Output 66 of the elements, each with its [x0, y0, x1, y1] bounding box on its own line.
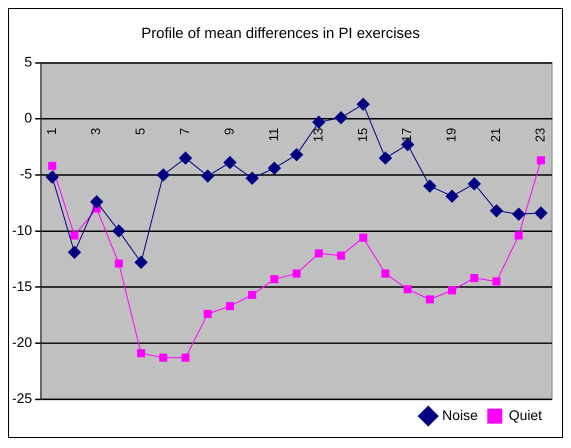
- point: [246, 172, 259, 185]
- point: [114, 259, 123, 268]
- x-tick-label: 15: [354, 128, 370, 142]
- y-tick-label: 0: [24, 110, 32, 126]
- point: [536, 156, 545, 164]
- x-tick-label: 3: [88, 128, 104, 135]
- point: [48, 162, 56, 170]
- point: [68, 246, 81, 259]
- point: [381, 270, 390, 278]
- point: [492, 277, 501, 286]
- x-tick-label: 5: [132, 128, 148, 135]
- point: [223, 156, 236, 170]
- point: [314, 249, 323, 258]
- point: [378, 152, 392, 165]
- point: [137, 349, 146, 358]
- x-tick-label: 23: [532, 128, 548, 142]
- x-tick-label: 21: [488, 128, 504, 142]
- legend-label: Noise: [442, 406, 478, 423]
- x-tick-label: 17: [399, 128, 414, 142]
- chart-title: Profile of mean differences in PI exercises: [141, 25, 420, 42]
- point: [359, 234, 368, 242]
- point: [448, 286, 456, 294]
- y-tick-label: -5: [20, 166, 32, 182]
- x-tick-label: 7: [177, 128, 192, 135]
- y-tick-label: -15: [12, 278, 32, 294]
- point: [248, 290, 256, 299]
- point: [426, 295, 434, 304]
- point: [423, 180, 436, 193]
- point: [356, 98, 370, 111]
- point: [292, 270, 301, 278]
- point: [312, 116, 326, 129]
- point: [512, 208, 526, 221]
- point: [179, 152, 192, 165]
- point: [226, 302, 234, 310]
- x-tick-label: 11: [266, 128, 281, 142]
- point: [181, 354, 190, 362]
- point: [268, 162, 281, 175]
- y-tick-label: -20: [12, 334, 32, 350]
- y-tick-label: -25: [12, 390, 32, 406]
- y-tick-label: -10: [12, 222, 32, 238]
- point: [201, 170, 214, 182]
- point: [134, 256, 148, 269]
- point: [290, 148, 304, 162]
- point: [159, 354, 168, 362]
- point: [534, 206, 548, 220]
- x-tick-label: 19: [444, 128, 459, 142]
- point: [336, 252, 346, 260]
- point: [70, 231, 78, 240]
- point: [446, 190, 459, 203]
- point: [490, 204, 503, 218]
- point: [112, 224, 126, 238]
- point: [156, 168, 170, 182]
- point: [90, 195, 104, 208]
- point: [514, 231, 523, 240]
- point: [404, 285, 412, 294]
- point: [470, 274, 478, 282]
- point: [270, 275, 278, 284]
- point: [204, 310, 212, 318]
- y-tick-label: 5: [24, 54, 32, 70]
- point: [334, 111, 348, 124]
- legend-label: Quiet: [508, 406, 542, 423]
- point: [46, 170, 59, 184]
- x-tick-label: 1: [44, 128, 59, 135]
- point: [468, 177, 481, 190]
- x-tick-label: 13: [310, 128, 326, 142]
- x-tick-label: 9: [221, 128, 236, 135]
